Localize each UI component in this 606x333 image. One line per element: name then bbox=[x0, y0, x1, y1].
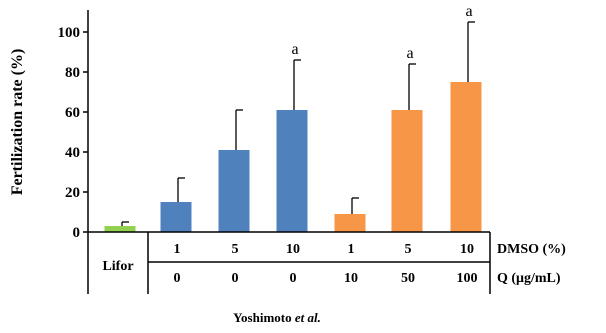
error-bars bbox=[121, 21, 475, 226]
bar bbox=[160, 202, 192, 232]
group-label-lifor: Lifor bbox=[102, 259, 133, 274]
table-cell: 0 bbox=[232, 271, 239, 286]
bar bbox=[334, 214, 366, 232]
table-cell: 0 bbox=[174, 271, 181, 286]
table-cell: 100 bbox=[457, 271, 478, 286]
y-tick-label: 80 bbox=[65, 65, 80, 81]
bar bbox=[391, 110, 423, 232]
bar bbox=[104, 226, 136, 232]
credit-author: Yoshimoto bbox=[233, 310, 295, 325]
axes bbox=[87, 10, 490, 233]
y-tick-label: 0 bbox=[73, 225, 81, 241]
credit-line: Yoshimoto et al. bbox=[233, 310, 321, 325]
table-cell: 1 bbox=[348, 242, 355, 257]
bar bbox=[450, 82, 482, 232]
y-axis-label: Fertilization rate (%) bbox=[9, 49, 26, 196]
table-cell: 5 bbox=[232, 242, 239, 257]
table-cell: 5 bbox=[405, 242, 412, 257]
y-tick-label: 60 bbox=[65, 105, 80, 121]
table-row-name: DMSO (%) bbox=[497, 242, 566, 257]
significance-label: a bbox=[291, 41, 298, 58]
credit-etal: et al. bbox=[295, 310, 321, 325]
y-tick-label: 20 bbox=[65, 185, 80, 201]
significance-annotations: a a a bbox=[291, 3, 472, 62]
y-tick-label: 40 bbox=[65, 145, 80, 161]
table-cell: 50 bbox=[401, 271, 415, 286]
significance-label: a bbox=[406, 45, 413, 62]
table-cell: 1 bbox=[174, 242, 181, 257]
bar bbox=[218, 150, 250, 232]
table-cell: 0 bbox=[290, 271, 297, 286]
y-axis-ticks: 0 20 40 60 80 100 bbox=[58, 25, 88, 241]
bar bbox=[276, 110, 308, 232]
bars bbox=[104, 82, 482, 232]
table-cell: 10 bbox=[460, 242, 474, 257]
table-cell: 10 bbox=[344, 271, 358, 286]
y-tick-label: 100 bbox=[58, 25, 81, 41]
table-cell: 10 bbox=[286, 242, 300, 257]
significance-label: a bbox=[465, 3, 472, 20]
table-row-name: Q (μg/mL) bbox=[497, 271, 561, 286]
